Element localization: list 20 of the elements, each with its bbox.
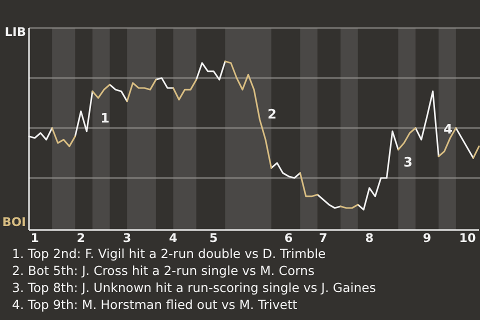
text: BOI [2,215,26,229]
x-tick-label: 7 [319,231,328,245]
x-tick-label: 6 [284,231,293,245]
x-tick-label: 5 [209,231,218,245]
text: 2. Bot 5th: J. Cross hit a 2-run single vs M. Corns [12,263,314,278]
x-tick-label: 8 [365,231,374,245]
x-tick-label: 2 [76,231,86,245]
annotation: 2 [267,108,277,123]
text: 1. Top 2nd: F. Vigil hit a 2-run double vs D. Trimble [12,246,326,261]
annotation: 1 [100,112,110,127]
annotation: 3 [403,156,413,171]
x-tick-label: 10 [459,231,476,245]
text: 4. Top 9th: M. Horstman flied out vs M. Trivett [12,297,298,312]
annotation: 4 [443,122,453,138]
x-tick-label: 4 [169,231,178,245]
x-tick-label: 1 [30,231,39,245]
text: LIB [4,25,26,39]
x-tick-label: 3 [122,231,132,245]
text: 3. Top 8th: J. Unknown hit a run-scoring single vs J. Gaines [12,280,376,295]
x-tick-label: 9 [422,231,432,245]
